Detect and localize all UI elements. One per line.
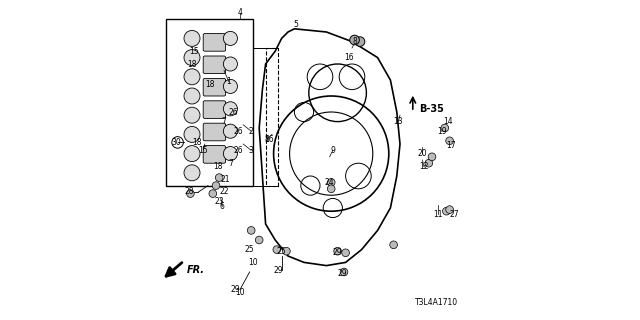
Circle shape xyxy=(390,241,397,249)
Circle shape xyxy=(223,147,237,161)
Text: 26: 26 xyxy=(228,108,239,116)
Circle shape xyxy=(446,137,453,145)
Text: 29: 29 xyxy=(230,285,240,294)
Text: 24: 24 xyxy=(324,178,335,187)
Text: 23: 23 xyxy=(214,197,224,206)
FancyBboxPatch shape xyxy=(204,34,226,51)
Text: 19: 19 xyxy=(436,127,447,136)
Text: 4: 4 xyxy=(237,8,243,17)
Text: 6: 6 xyxy=(220,202,225,211)
Text: 15: 15 xyxy=(189,47,198,56)
Text: 1: 1 xyxy=(227,77,231,86)
Circle shape xyxy=(428,153,436,161)
Circle shape xyxy=(215,174,223,181)
Text: 18: 18 xyxy=(188,60,196,68)
Text: 8: 8 xyxy=(353,37,358,46)
FancyBboxPatch shape xyxy=(204,56,226,74)
Text: 25: 25 xyxy=(276,247,287,256)
Text: 15: 15 xyxy=(198,146,208,155)
Circle shape xyxy=(441,124,449,132)
FancyBboxPatch shape xyxy=(204,146,226,163)
Circle shape xyxy=(184,50,200,66)
Text: 20: 20 xyxy=(417,149,428,158)
Circle shape xyxy=(184,107,200,123)
Circle shape xyxy=(184,146,200,162)
Circle shape xyxy=(184,69,200,85)
Circle shape xyxy=(187,190,195,197)
FancyBboxPatch shape xyxy=(204,78,226,96)
Text: 21: 21 xyxy=(221,175,230,184)
Circle shape xyxy=(443,207,451,215)
Circle shape xyxy=(425,159,433,167)
Text: 7: 7 xyxy=(221,117,227,126)
Text: 13: 13 xyxy=(394,117,403,126)
Text: 16: 16 xyxy=(264,135,274,144)
Circle shape xyxy=(184,126,200,142)
Circle shape xyxy=(209,190,216,197)
Circle shape xyxy=(342,249,349,257)
Text: 11: 11 xyxy=(434,210,443,219)
Circle shape xyxy=(212,182,220,189)
Text: 5: 5 xyxy=(294,20,298,28)
Text: 30: 30 xyxy=(171,138,181,147)
Text: 27: 27 xyxy=(449,210,460,219)
Circle shape xyxy=(355,37,365,46)
Circle shape xyxy=(349,35,360,45)
Text: 28: 28 xyxy=(184,188,193,196)
Circle shape xyxy=(334,247,342,255)
Circle shape xyxy=(273,246,280,253)
Circle shape xyxy=(184,88,200,104)
Circle shape xyxy=(184,165,200,181)
Circle shape xyxy=(223,124,237,138)
Text: 2: 2 xyxy=(249,127,253,136)
Circle shape xyxy=(328,179,335,186)
Circle shape xyxy=(223,31,237,45)
Text: 10: 10 xyxy=(235,288,245,297)
Text: 29: 29 xyxy=(337,269,348,278)
FancyBboxPatch shape xyxy=(204,101,226,118)
Text: FR.: FR. xyxy=(187,265,205,276)
Circle shape xyxy=(446,206,453,213)
Text: 29: 29 xyxy=(333,248,342,257)
Circle shape xyxy=(328,185,335,193)
Circle shape xyxy=(340,268,348,276)
Text: 25: 25 xyxy=(244,245,255,254)
Circle shape xyxy=(223,102,237,116)
Circle shape xyxy=(223,79,237,93)
Text: 26: 26 xyxy=(234,127,243,136)
Circle shape xyxy=(223,57,237,71)
Circle shape xyxy=(247,227,255,234)
Circle shape xyxy=(255,236,263,244)
Text: 22: 22 xyxy=(220,188,228,196)
Text: 18: 18 xyxy=(192,138,202,147)
Text: 29: 29 xyxy=(273,266,284,275)
Text: 26: 26 xyxy=(234,146,243,155)
Text: 8: 8 xyxy=(265,135,269,144)
FancyBboxPatch shape xyxy=(204,123,226,141)
Text: 7: 7 xyxy=(228,159,233,168)
Text: 12: 12 xyxy=(419,162,429,171)
Circle shape xyxy=(283,247,290,255)
Text: 17: 17 xyxy=(446,141,456,150)
Text: 18: 18 xyxy=(205,80,214,89)
Text: 16: 16 xyxy=(344,53,354,62)
Text: 14: 14 xyxy=(443,117,453,126)
Text: 3: 3 xyxy=(249,146,253,155)
Text: 9: 9 xyxy=(330,146,335,155)
Text: 10: 10 xyxy=(248,258,258,267)
Text: 18: 18 xyxy=(213,162,222,171)
Text: T3L4A1710: T3L4A1710 xyxy=(415,298,458,307)
Circle shape xyxy=(184,30,200,46)
Text: B-35: B-35 xyxy=(419,104,444,114)
